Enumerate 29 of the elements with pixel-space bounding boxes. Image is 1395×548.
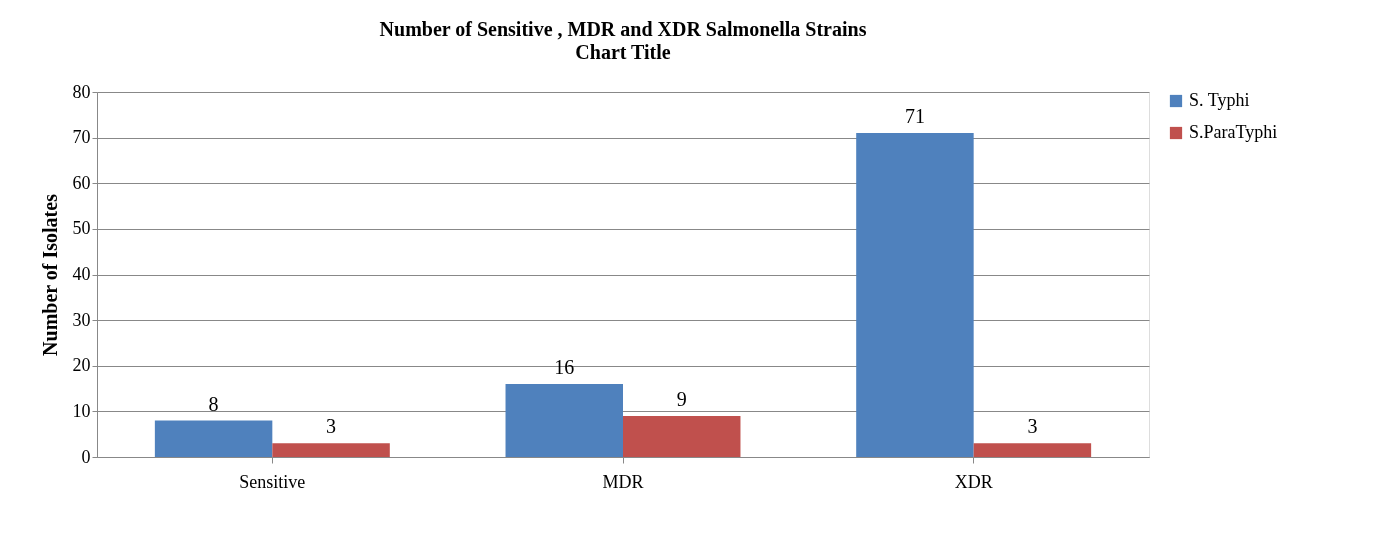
data-label: 71 <box>904 105 925 128</box>
y-tick-label: 10 <box>72 400 91 421</box>
legend-label: S. Typhi <box>1189 90 1250 110</box>
bar <box>272 443 390 457</box>
y-tick-label: 60 <box>72 172 91 193</box>
bar <box>505 384 623 457</box>
y-tick-label: 20 <box>72 355 91 376</box>
y-tick-label: 70 <box>72 127 91 148</box>
data-label: 16 <box>554 356 575 378</box>
x-tick-label: MDR <box>602 471 644 492</box>
bar <box>856 133 974 457</box>
bar <box>154 420 273 457</box>
y-tick-label: 40 <box>72 264 91 284</box>
bar <box>623 415 741 457</box>
data-label: 3 <box>1027 415 1038 438</box>
y-tick-label: 80 <box>72 81 91 102</box>
y-axis-title: Number of Isolates <box>38 193 61 356</box>
legend-label: S.ParaTyphi <box>1189 122 1278 142</box>
bar <box>973 443 1092 457</box>
x-tick-label: XDR <box>954 471 993 492</box>
data-label: 9 <box>676 387 687 410</box>
data-label: 8 <box>208 392 219 415</box>
chart-subtitle: Chart Title <box>575 41 671 63</box>
chart-title: Number of Sensitive , MDR and XDR Salmonella Strains <box>379 18 867 40</box>
data-label: 3 <box>326 415 337 438</box>
y-tick-label: 0 <box>81 446 91 467</box>
y-tick-label: 50 <box>72 218 91 239</box>
x-tick-label: Sensitive <box>239 471 306 492</box>
y-tick-label: 30 <box>72 309 91 330</box>
